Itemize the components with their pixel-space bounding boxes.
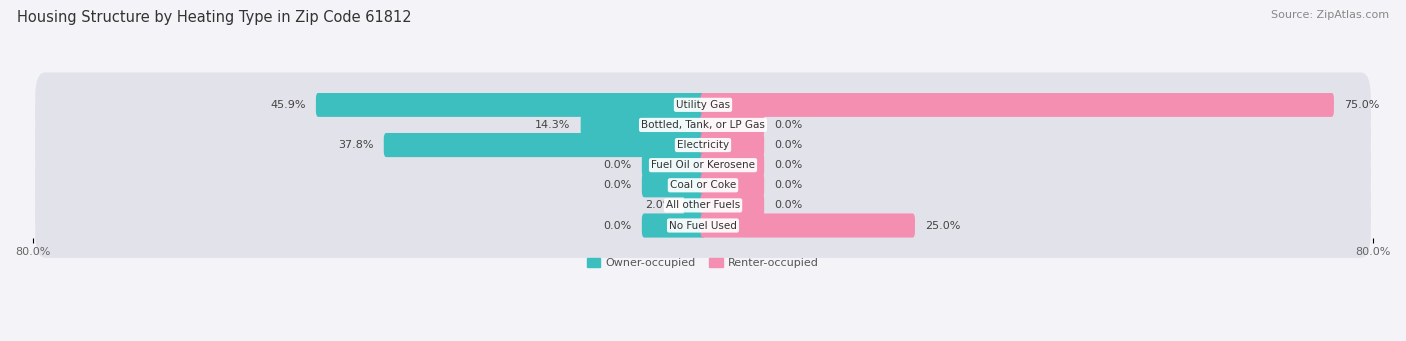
Text: Source: ZipAtlas.com: Source: ZipAtlas.com xyxy=(1271,10,1389,20)
FancyBboxPatch shape xyxy=(700,133,765,157)
Text: No Fuel Used: No Fuel Used xyxy=(669,221,737,231)
Text: All other Fuels: All other Fuels xyxy=(666,201,740,210)
Text: 0.0%: 0.0% xyxy=(775,120,803,130)
FancyBboxPatch shape xyxy=(700,173,765,197)
FancyBboxPatch shape xyxy=(316,93,706,117)
FancyBboxPatch shape xyxy=(700,213,915,238)
FancyBboxPatch shape xyxy=(581,113,706,137)
Legend: Owner-occupied, Renter-occupied: Owner-occupied, Renter-occupied xyxy=(582,253,824,272)
Text: 25.0%: 25.0% xyxy=(925,221,960,231)
Text: Fuel Oil or Kerosene: Fuel Oil or Kerosene xyxy=(651,160,755,170)
Text: 75.0%: 75.0% xyxy=(1344,100,1379,110)
FancyBboxPatch shape xyxy=(35,113,1371,177)
FancyBboxPatch shape xyxy=(700,153,765,177)
FancyBboxPatch shape xyxy=(641,173,706,197)
Text: 45.9%: 45.9% xyxy=(270,100,307,110)
FancyBboxPatch shape xyxy=(700,93,1334,117)
Text: Electricity: Electricity xyxy=(676,140,730,150)
Text: 0.0%: 0.0% xyxy=(775,140,803,150)
Text: 0.0%: 0.0% xyxy=(775,180,803,190)
Text: 2.0%: 2.0% xyxy=(645,201,673,210)
FancyBboxPatch shape xyxy=(35,72,1371,137)
FancyBboxPatch shape xyxy=(35,153,1371,218)
FancyBboxPatch shape xyxy=(35,133,1371,197)
Text: Housing Structure by Heating Type in Zip Code 61812: Housing Structure by Heating Type in Zip… xyxy=(17,10,412,25)
FancyBboxPatch shape xyxy=(641,213,706,238)
FancyBboxPatch shape xyxy=(683,193,706,218)
Text: 0.0%: 0.0% xyxy=(775,160,803,170)
Text: 14.3%: 14.3% xyxy=(536,120,571,130)
FancyBboxPatch shape xyxy=(35,173,1371,238)
Text: 0.0%: 0.0% xyxy=(603,160,631,170)
Text: 0.0%: 0.0% xyxy=(603,221,631,231)
FancyBboxPatch shape xyxy=(35,92,1371,157)
FancyBboxPatch shape xyxy=(641,153,706,177)
Text: Coal or Coke: Coal or Coke xyxy=(669,180,737,190)
Text: 0.0%: 0.0% xyxy=(603,180,631,190)
FancyBboxPatch shape xyxy=(700,193,765,218)
FancyBboxPatch shape xyxy=(384,133,706,157)
FancyBboxPatch shape xyxy=(35,193,1371,258)
Text: 37.8%: 37.8% xyxy=(339,140,374,150)
Text: 0.0%: 0.0% xyxy=(775,201,803,210)
Text: Utility Gas: Utility Gas xyxy=(676,100,730,110)
Text: Bottled, Tank, or LP Gas: Bottled, Tank, or LP Gas xyxy=(641,120,765,130)
FancyBboxPatch shape xyxy=(700,113,765,137)
